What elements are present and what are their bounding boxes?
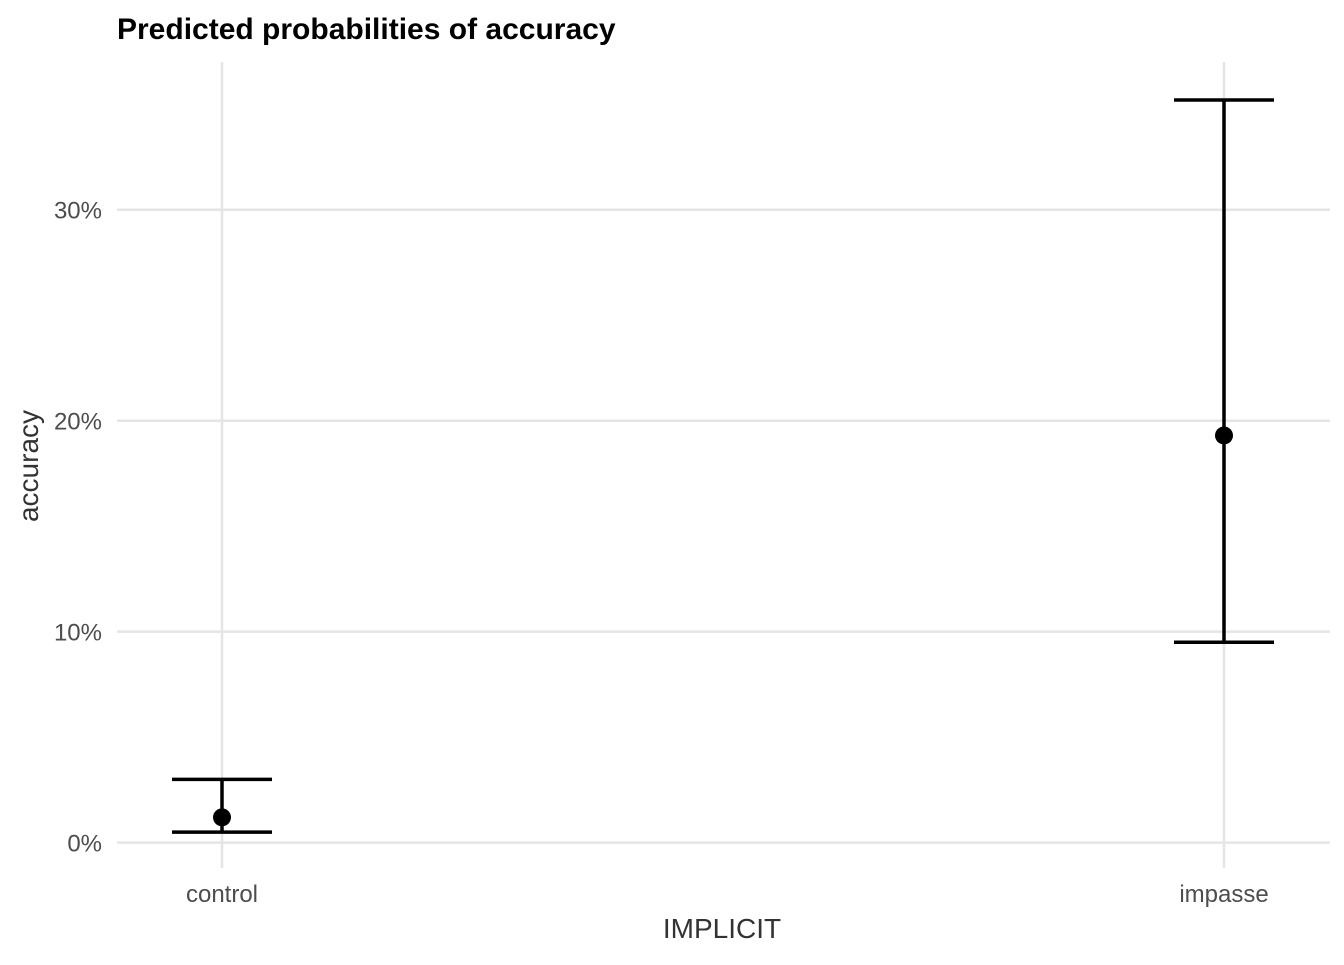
- data-points: [213, 426, 1233, 826]
- y-tick-label: 20%: [54, 409, 102, 436]
- x-tick-label-impasse: impasse: [1179, 881, 1268, 908]
- y-tick-label: 30%: [54, 198, 102, 225]
- y-axis-tick-labels: 0% 10% 20% 30%: [54, 198, 102, 858]
- chart-title: Predicted probabilities of accuracy: [117, 13, 616, 46]
- estimate-point-impasse: [1215, 426, 1233, 444]
- grid-lines: [117, 62, 1330, 868]
- x-tick-label-control: control: [186, 881, 258, 908]
- x-axis-tick-labels: control impasse: [186, 881, 1269, 908]
- estimate-point-control: [213, 808, 231, 826]
- y-tick-label: 0%: [67, 831, 102, 858]
- x-axis-title: IMPLICIT: [663, 913, 781, 944]
- y-tick-label: 10%: [54, 620, 102, 647]
- y-axis-title: accuracy: [13, 410, 44, 522]
